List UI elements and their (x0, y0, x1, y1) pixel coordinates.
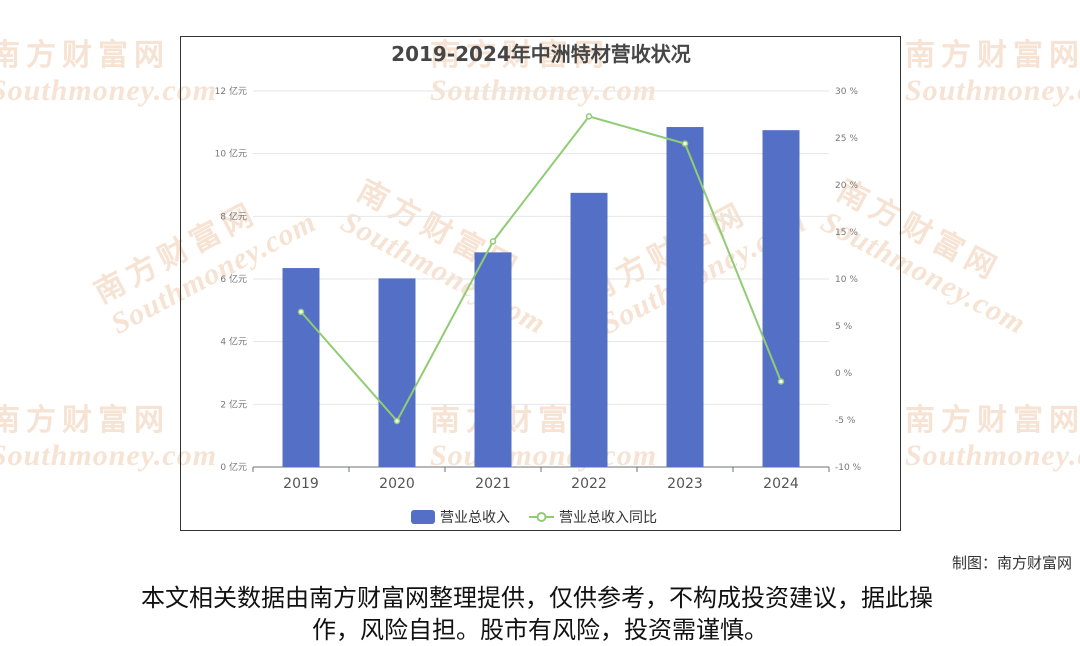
line-point (777, 378, 785, 385)
x-tick-label: 2021 (475, 476, 511, 492)
watermark-cn: 南方财富网 (430, 38, 610, 73)
line-point (489, 238, 497, 245)
watermark: 南方财富网 Southmoney.com (905, 395, 1080, 473)
bar (282, 268, 320, 467)
legend-line-marker (536, 512, 547, 522)
watermark: 南方财富网 Southmoney.com (905, 30, 1080, 108)
y-right-tick-label: 30 % (835, 87, 858, 97)
y-left-tick-label: 0 亿元 (220, 461, 247, 473)
x-tick-label: 2023 (667, 476, 703, 492)
x-tick-label: 2019 (283, 476, 319, 492)
y-right-tick-label: -10 % (835, 463, 862, 473)
y-left-tick-label: 12 亿元 (215, 85, 247, 97)
legend-line-label: 营业总收入同比 (559, 510, 657, 526)
bar (666, 127, 704, 468)
watermark-cn: 南方财富网 (905, 403, 1080, 438)
x-tick-label: 2024 (763, 476, 799, 492)
legend-bar-label: 营业总收入 (440, 510, 510, 526)
chart-frame: 2019-2024年中洲特材营收状况 0 亿元 2 亿元 4 亿元 6 亿元 8 亿元 10… (180, 36, 901, 531)
watermark-cn: 南方财富网 (0, 403, 170, 438)
watermark-cn: 南方财富网 (0, 38, 170, 73)
y-right-tick-label: 15 % (835, 228, 858, 238)
chart-title: 2019-2024年中洲特材营收状况 (391, 42, 691, 66)
y-right-tick-label: 20 % (835, 181, 858, 191)
line-point (585, 113, 593, 120)
line-point (393, 417, 401, 425)
chart-svg: 2019-2024年中洲特材营收状况 0 亿元 2 亿元 4 亿元 6 亿元 8 亿元 10… (215, 42, 862, 526)
watermark-cn: 南方财富网 (905, 38, 1080, 73)
y-right-tick-label: 25 % (835, 134, 858, 144)
y-left-tick-label: 2 亿元 (220, 398, 247, 410)
y-right-tick-label: 0 % (835, 369, 853, 379)
legend-bar-swatch (411, 510, 435, 524)
line-series (300, 115, 782, 423)
bar (378, 278, 416, 467)
y-left-tick-label: 10 亿元 (215, 148, 247, 160)
x-tick-label: 2020 (379, 476, 415, 492)
bar (762, 130, 800, 467)
chart-credit: 制图：南方财富网 (951, 554, 1072, 572)
watermark-en: Southmoney.com (905, 439, 1080, 472)
bar (570, 192, 608, 468)
x-tick-label: 2022 (571, 476, 607, 492)
watermark-en: Southmoney.com (905, 74, 1080, 107)
y-right-tick-label: 5 % (835, 322, 853, 332)
y-right-tick-label: 10 % (835, 275, 858, 285)
y-right-tick-label: -5 % (835, 416, 856, 426)
disclaimer-line-1: 本文相关数据由南方财富网整理提供，仅供参考，不构成投资建议，据此操 (141, 584, 933, 612)
line-point (681, 140, 689, 147)
line-point (297, 308, 305, 316)
y-left-tick-label: 8 亿元 (220, 210, 247, 222)
bar (474, 252, 512, 467)
y-left-tick-label: 4 亿元 (220, 336, 247, 348)
disclaimer-line-2: 作，风险自担。股市有风险，投资需谨慎。 (312, 616, 768, 644)
y-left-tick-label: 6 亿元 (220, 273, 247, 285)
